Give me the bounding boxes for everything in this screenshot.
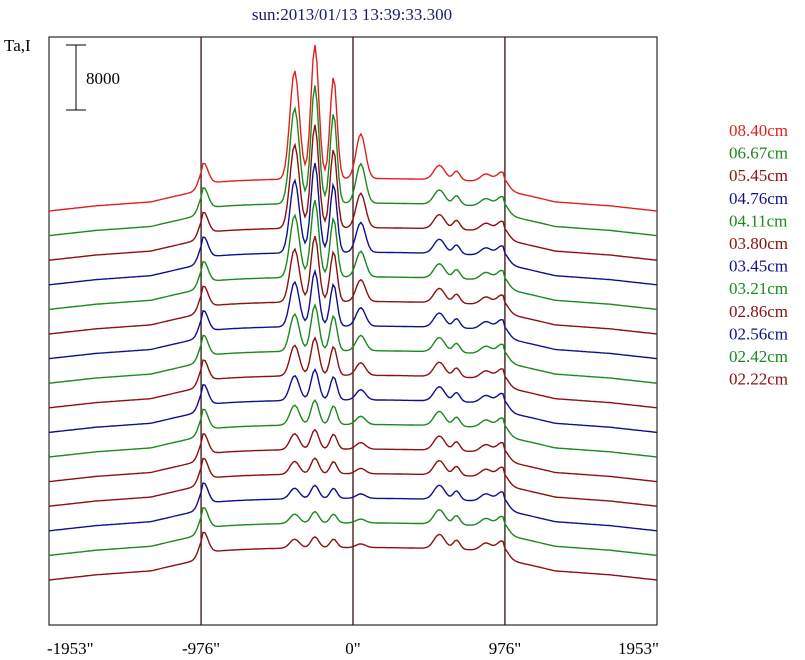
chart-title: sun:2013/01/13 13:39:33.300	[252, 5, 452, 24]
legend-entry: 02.86cm	[729, 302, 788, 321]
trace-3	[48, 162, 658, 286]
legend-entry: 02.42cm	[729, 347, 788, 366]
trace-10	[48, 398, 658, 458]
y-axis-label: Ta,I	[4, 36, 31, 55]
legend-entry: 04.11cm	[729, 211, 787, 230]
x-tick-label: -1953"	[47, 639, 94, 658]
trace-2	[48, 124, 658, 261]
legend-entry: 02.22cm	[729, 370, 788, 389]
x-tick-label: 976"	[489, 639, 521, 658]
trace-11	[48, 428, 658, 483]
trace-9	[48, 367, 658, 434]
vertical-reference-lines	[200, 37, 506, 625]
trace-15	[48, 531, 658, 581]
x-tick-label: 1953"	[618, 639, 659, 658]
trace-12	[48, 457, 658, 507]
spectral-traces	[48, 44, 658, 581]
legend-entry: 02.56cm	[729, 324, 788, 343]
legend: 08.40cm 06.67cm 05.45cm 04.76cm 04.11cm 03.80…	[729, 121, 788, 389]
trace-0	[48, 44, 658, 212]
trace-8	[48, 336, 658, 409]
legend-entry: 03.80cm	[729, 234, 788, 253]
trace-5	[48, 236, 658, 335]
x-tick-label: -976"	[182, 639, 220, 658]
x-tick-labels: -1953" -976" 0" 976" 1953"	[47, 639, 659, 658]
trace-4	[48, 200, 658, 311]
legend-entry: 06.67cm	[729, 144, 788, 163]
legend-entry: 03.21cm	[729, 279, 788, 298]
trace-14	[48, 506, 658, 557]
legend-entry: 03.45cm	[729, 257, 788, 276]
trace-1	[48, 85, 658, 237]
x-tick-label: 0"	[345, 639, 360, 658]
legend-entry: 08.40cm	[729, 121, 788, 140]
trace-6	[48, 268, 658, 360]
trace-7	[48, 303, 658, 384]
legend-entry: 05.45cm	[729, 166, 788, 185]
legend-entry: 04.76cm	[729, 189, 788, 208]
scale-bar-label: 8000	[86, 69, 120, 88]
scale-bar: 8000	[66, 44, 120, 111]
trace-13	[48, 482, 658, 532]
